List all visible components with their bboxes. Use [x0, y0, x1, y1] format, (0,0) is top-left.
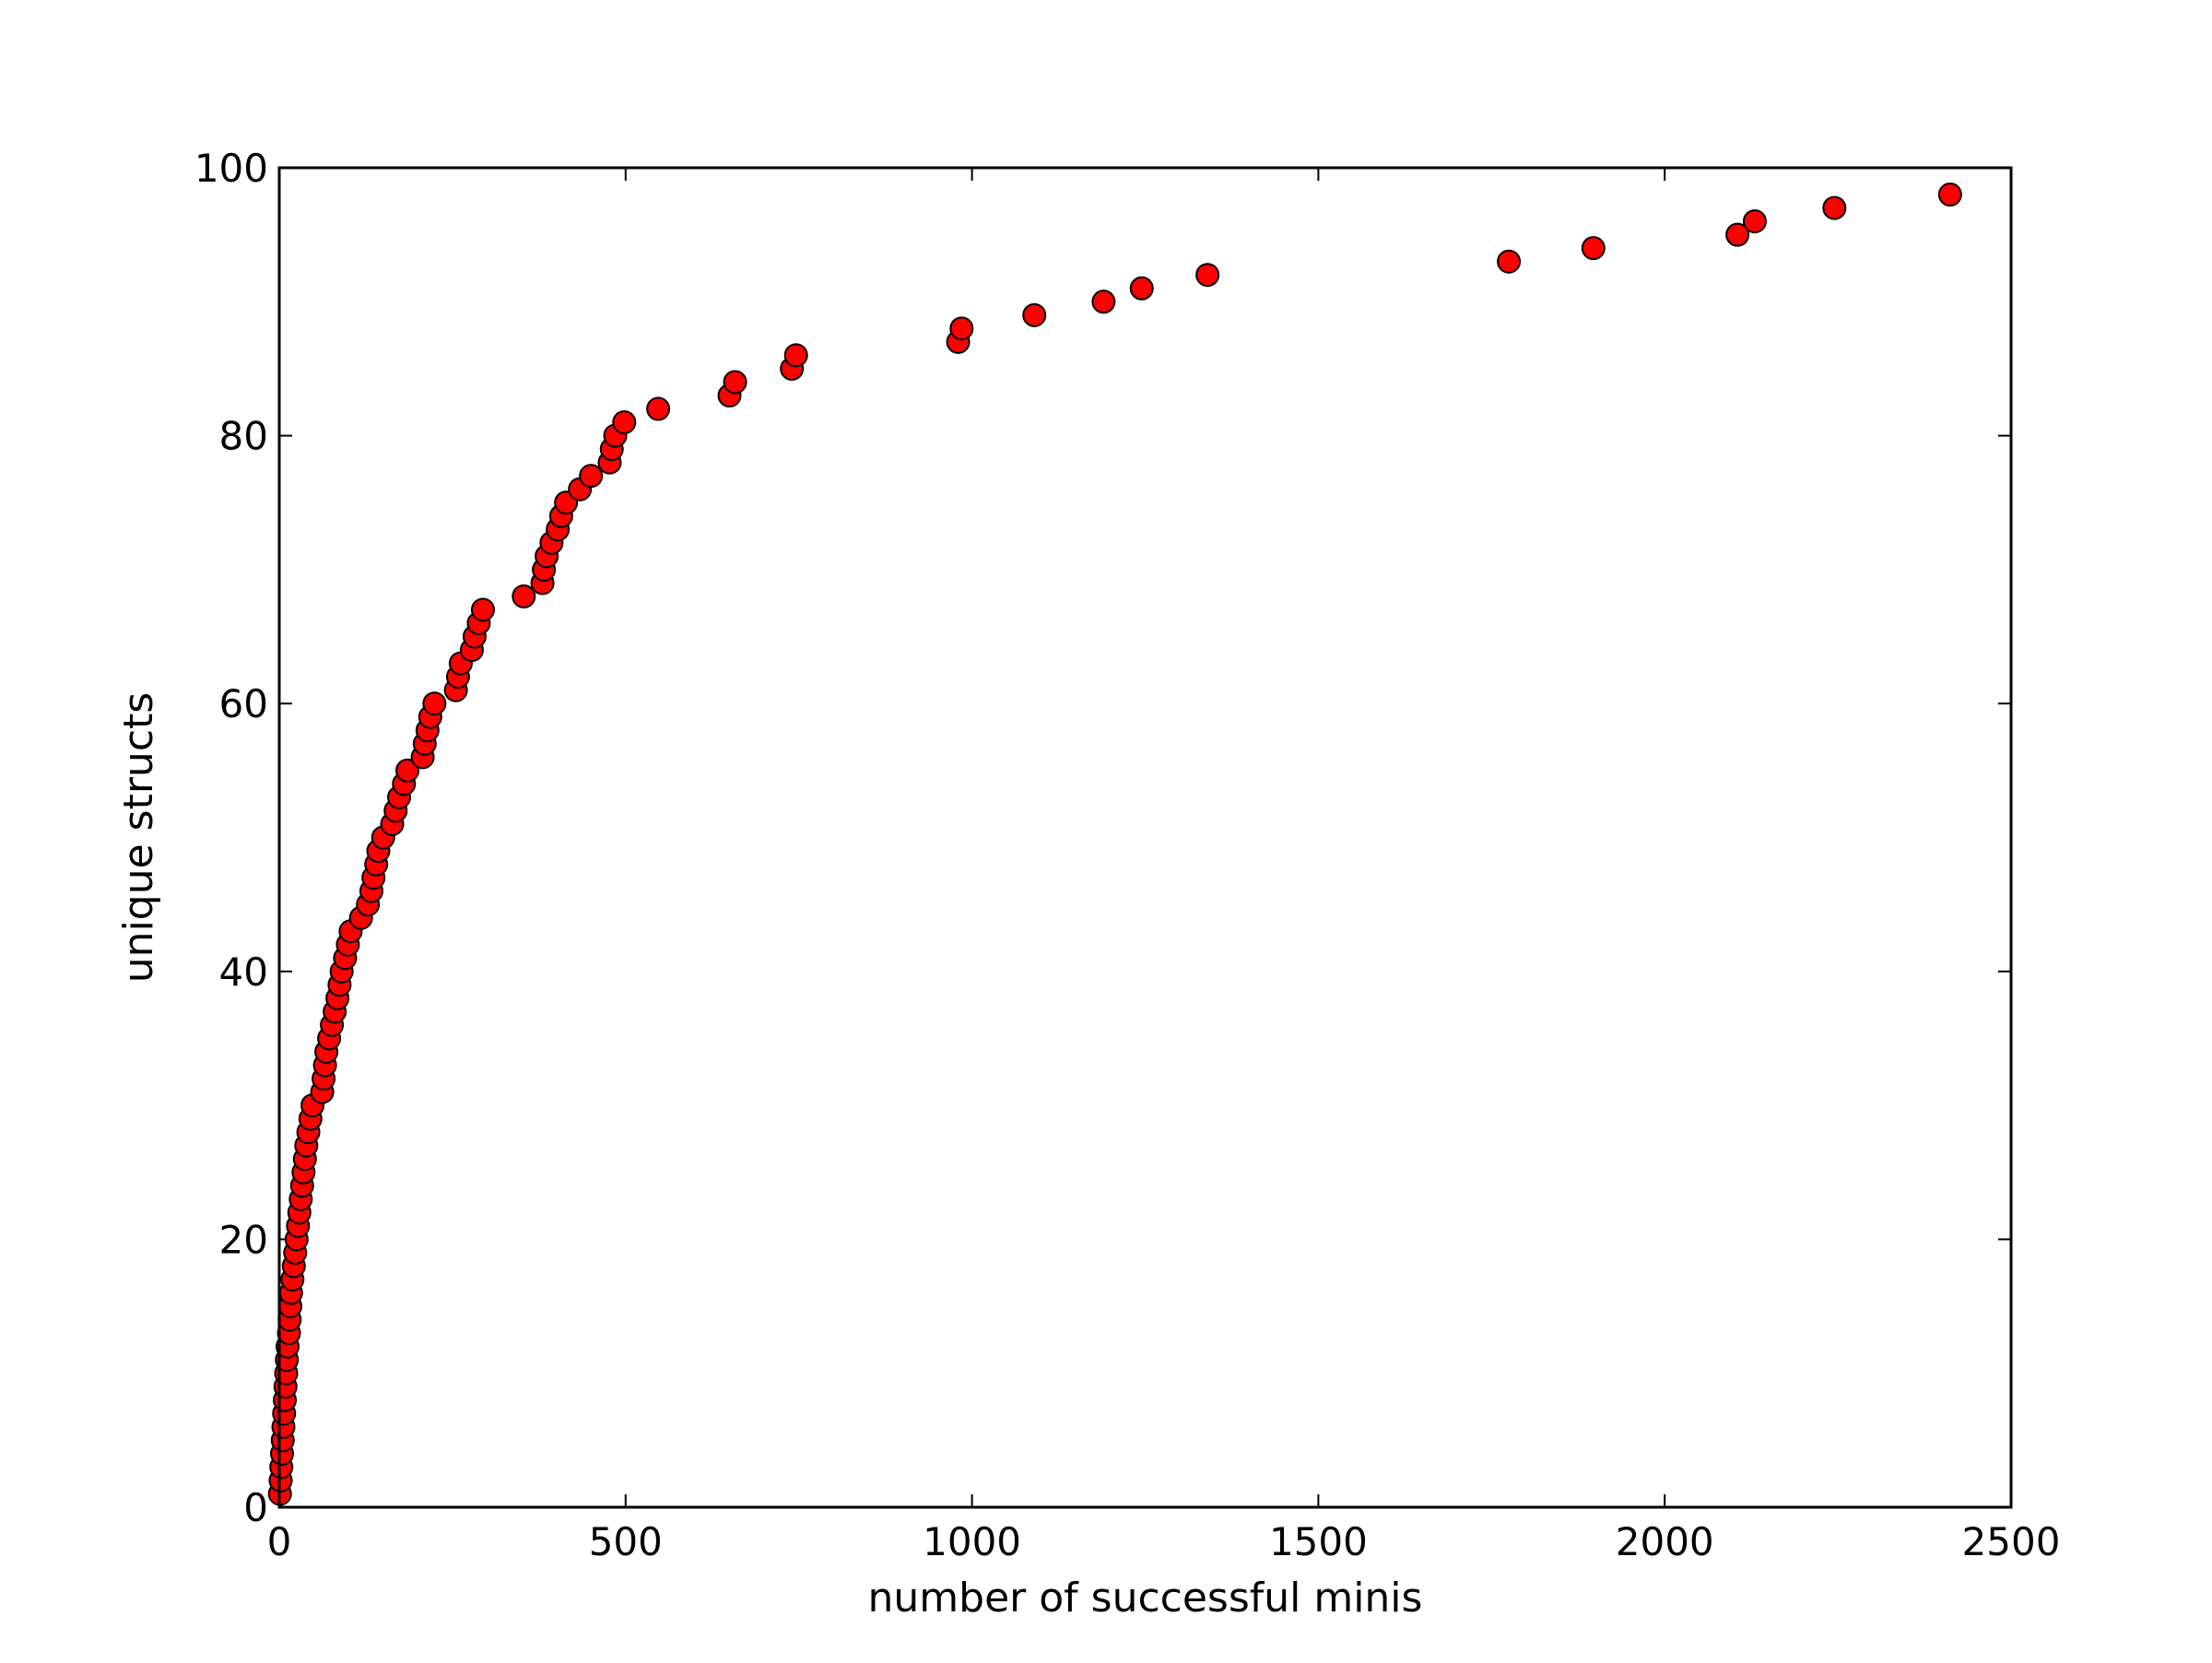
- y-tick-label: 20: [219, 1217, 268, 1262]
- ticks-layer: 0 500 1000 1500 2000 2500 0 20 40 60 80 100: [194, 146, 2061, 1564]
- y-tick-label: 0: [243, 1485, 268, 1530]
- y-tick-label: 60: [219, 681, 268, 726]
- y-tick-label: 100: [194, 146, 268, 191]
- data-point: [723, 370, 747, 395]
- data-point: [1091, 289, 1116, 314]
- y-tick-label: 40: [219, 949, 268, 995]
- plot-frame: [277, 166, 2013, 1509]
- x-tick-label: 0: [267, 1519, 292, 1564]
- data-point: [512, 584, 536, 608]
- data-point: [579, 464, 604, 489]
- data-point: [1129, 276, 1154, 301]
- data-point: [646, 396, 671, 421]
- data-point: [1581, 236, 1606, 261]
- data-point: [1497, 249, 1522, 274]
- data-point: [1822, 195, 1847, 220]
- x-tick-label: 1000: [923, 1519, 1021, 1564]
- data-point: [1742, 209, 1767, 234]
- x-axis-label: number of successful minis: [868, 1575, 1423, 1622]
- data-point: [1022, 302, 1047, 327]
- y-axis-label: unique structs: [115, 692, 162, 983]
- data-point: [395, 758, 420, 783]
- data-point: [783, 343, 808, 368]
- points-layer: [267, 183, 1962, 1506]
- data-point: [1195, 263, 1220, 288]
- data-point: [470, 597, 495, 622]
- y-tick-label: 80: [219, 414, 268, 459]
- x-tick-label: 1500: [1269, 1519, 1368, 1564]
- data-point: [949, 316, 974, 341]
- data-point: [422, 691, 447, 716]
- data-point: [612, 410, 637, 435]
- x-tick-label: 2000: [1616, 1519, 1714, 1564]
- x-tick-label: 2500: [1962, 1519, 2061, 1564]
- data-point: [1937, 183, 1962, 207]
- data-point: [1725, 222, 1750, 247]
- x-tick-label: 500: [589, 1519, 663, 1564]
